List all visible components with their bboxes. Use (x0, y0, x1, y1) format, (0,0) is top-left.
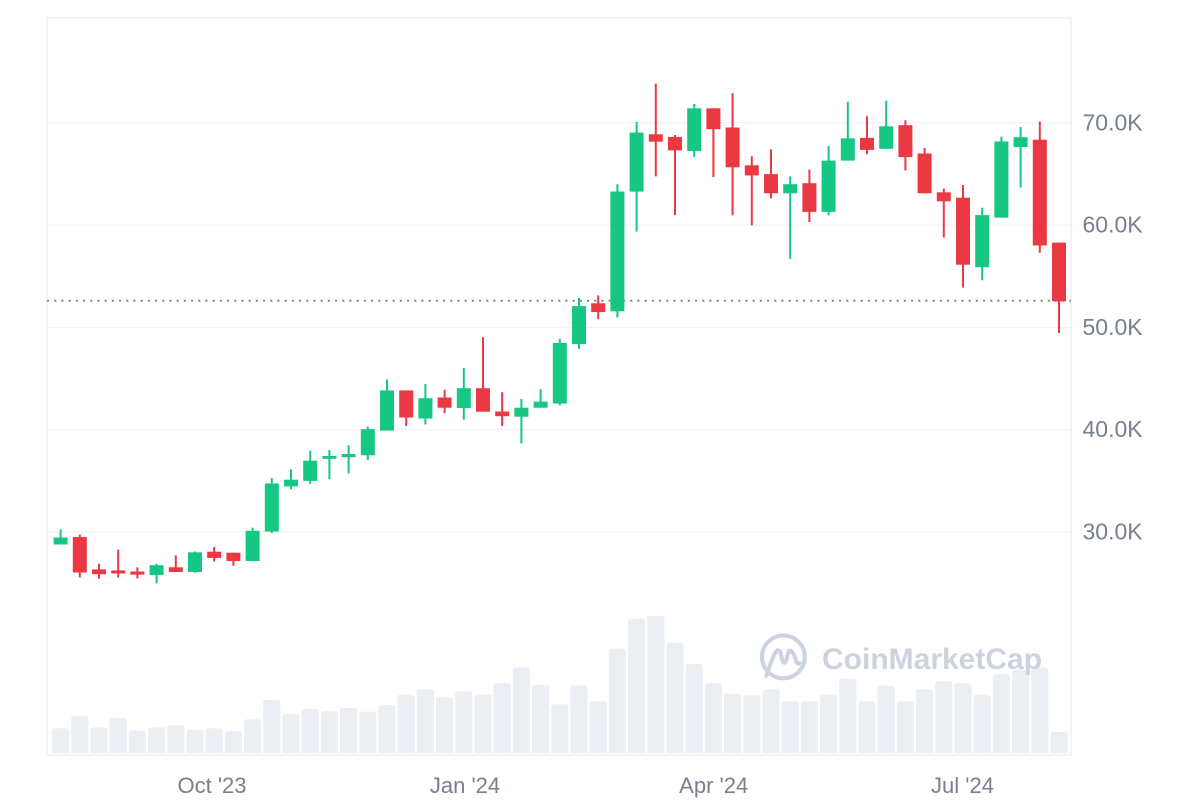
svg-text:40.0K: 40.0K (1083, 416, 1144, 442)
svg-text:70.0K: 70.0K (1083, 109, 1144, 135)
svg-text:50.0K: 50.0K (1083, 314, 1144, 340)
svg-text:CoinMarketCap: CoinMarketCap (822, 643, 1042, 676)
svg-text:30.0K: 30.0K (1083, 519, 1144, 545)
svg-text:Apr '24: Apr '24 (679, 773, 748, 798)
svg-text:Jul '24: Jul '24 (931, 773, 994, 798)
svg-text:Jan '24: Jan '24 (430, 773, 500, 798)
svg-text:Oct '23: Oct '23 (177, 773, 246, 798)
svg-text:60.0K: 60.0K (1083, 212, 1144, 238)
